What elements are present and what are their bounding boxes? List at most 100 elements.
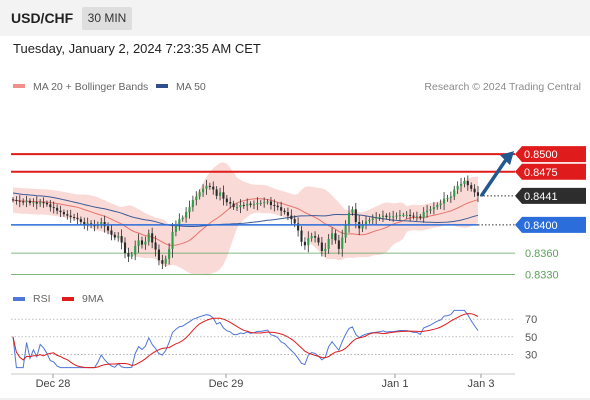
candle-body — [151, 233, 154, 243]
candle-body — [154, 242, 157, 250]
candle-body — [439, 203, 442, 206]
candle — [259, 199, 262, 206]
candle — [443, 192, 446, 211]
x-tick-label: Jan 1 — [382, 378, 409, 390]
candle — [463, 177, 466, 188]
candle-body — [415, 216, 418, 218]
candle-body — [171, 231, 174, 249]
pivot-label: 0.8400 — [524, 220, 558, 232]
candle — [239, 199, 242, 214]
candle — [290, 209, 293, 226]
candle — [117, 232, 120, 242]
candle — [429, 206, 432, 214]
candle — [307, 231, 310, 253]
candle — [371, 214, 374, 224]
candle — [218, 187, 222, 201]
candle — [222, 185, 225, 206]
candle — [446, 194, 449, 202]
candle — [151, 227, 154, 249]
candle-body — [39, 202, 42, 204]
timeframe-badge[interactable]: 30 MIN — [82, 7, 132, 30]
candle-body — [320, 242, 323, 251]
candle — [235, 203, 239, 211]
candle — [144, 236, 147, 250]
candle — [436, 202, 439, 210]
resistance-label: 0.8500 — [524, 149, 558, 161]
candle — [45, 200, 48, 207]
candle — [395, 212, 398, 220]
candle — [466, 175, 469, 191]
candle-body — [432, 207, 435, 210]
candle — [327, 234, 330, 254]
candle — [392, 210, 395, 222]
candle-body — [354, 209, 357, 222]
candle-body — [256, 202, 259, 205]
candle-body — [252, 204, 256, 206]
candle — [439, 199, 442, 210]
resistance-tag — [515, 146, 586, 163]
resistance-tag — [515, 163, 586, 180]
candle — [426, 204, 429, 218]
candle — [368, 217, 371, 224]
candle-body — [402, 214, 405, 216]
candle-body — [212, 186, 215, 190]
candle-body — [381, 215, 385, 218]
candle-body — [266, 201, 269, 203]
candle-body — [191, 200, 194, 208]
rsi-ma-line — [12, 313, 479, 369]
candle — [191, 195, 194, 212]
candle-body — [330, 233, 334, 239]
candle — [76, 212, 79, 225]
candle-body — [76, 217, 79, 220]
candle — [69, 209, 72, 223]
candle-body — [422, 212, 425, 218]
candle — [154, 235, 157, 257]
candle — [405, 211, 408, 219]
candle — [470, 182, 473, 192]
candle-body — [222, 192, 225, 199]
candle-body — [232, 203, 235, 208]
candle — [130, 251, 133, 260]
current-price-tag — [515, 187, 586, 204]
candle — [178, 213, 181, 231]
candle-body — [185, 212, 188, 218]
candle — [432, 202, 435, 215]
candle — [378, 213, 381, 221]
candle-body — [449, 196, 452, 198]
candle-body — [375, 217, 378, 219]
candle-body — [466, 180, 469, 186]
candle — [249, 201, 252, 208]
candle-body — [73, 217, 76, 219]
candle-body — [280, 207, 283, 211]
candle-body — [79, 219, 82, 222]
candle-body — [290, 215, 293, 220]
candle — [15, 196, 18, 205]
candle-body — [334, 233, 337, 241]
main-legend: MA 20 + Bollinger Bands MA 50 — [13, 81, 206, 93]
candle — [324, 242, 327, 257]
candle — [66, 210, 69, 220]
candle — [35, 196, 38, 210]
candle — [232, 200, 235, 210]
candle — [361, 220, 364, 233]
candle-body — [205, 185, 208, 189]
candle-body — [174, 224, 177, 232]
rsi-legend-label: RSI — [33, 293, 51, 305]
legend-label: MA 50 — [176, 81, 206, 93]
candle-body — [310, 236, 313, 239]
candle-body — [443, 198, 446, 204]
candle — [137, 233, 140, 253]
candle — [212, 181, 215, 195]
candle-body — [286, 212, 289, 216]
candle — [415, 211, 418, 222]
candle — [62, 209, 65, 217]
candle — [310, 232, 313, 242]
bollinger-band-area — [13, 162, 478, 276]
candle — [347, 205, 351, 233]
candle — [473, 184, 476, 197]
timestamp: Tuesday, January 2, 2024 7:23:35 AM CET — [13, 41, 261, 56]
candle-body — [429, 209, 432, 211]
candle — [300, 226, 303, 247]
candle-body — [473, 188, 476, 193]
